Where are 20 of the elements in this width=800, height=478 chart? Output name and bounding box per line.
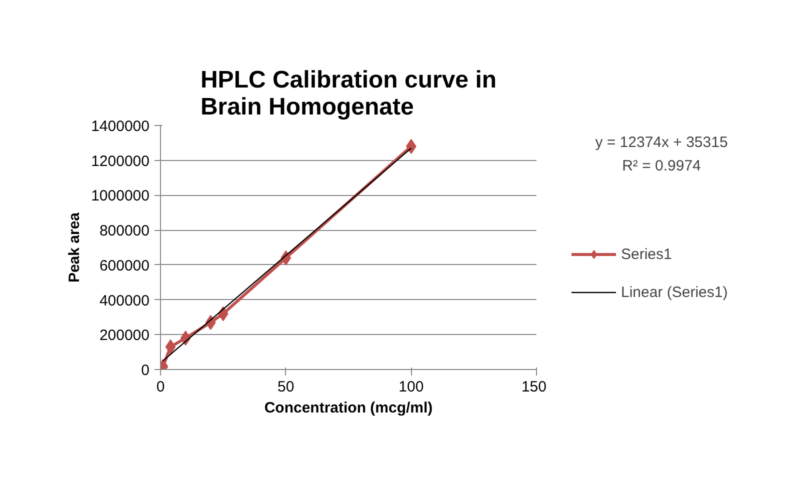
y-tick-label: 1200000	[91, 152, 150, 170]
x-axis-title: Concentration (mcg/ml)	[264, 400, 433, 416]
y-tick-label: 800000	[99, 222, 150, 240]
point	[165, 339, 176, 354]
y-tick-label: 1000000	[91, 188, 150, 205]
legend-label: Linear (Series1)	[621, 284, 728, 300]
text: R² = 0.9974	[622, 157, 701, 174]
chart-title: HPLC Calibration curve in Brain Homogenate	[200, 66, 497, 120]
y-tick-label: 1400000	[91, 118, 150, 135]
text: y = 12374x + 35315	[595, 134, 728, 152]
y-tick-label: 600000	[99, 257, 150, 274]
x-tick-label: 0	[156, 378, 165, 396]
y-axis-title: Peak area	[66, 212, 84, 283]
legend-label: Series1	[621, 246, 672, 262]
y-tick-label: 200000	[99, 327, 150, 344]
y-tick-label: 0	[141, 362, 150, 379]
y-tick-label: 400000	[99, 292, 150, 310]
x-tick-label: 100	[398, 378, 424, 396]
x-tick-label: 50	[277, 378, 294, 396]
x-tick-label: 150	[521, 378, 547, 396]
